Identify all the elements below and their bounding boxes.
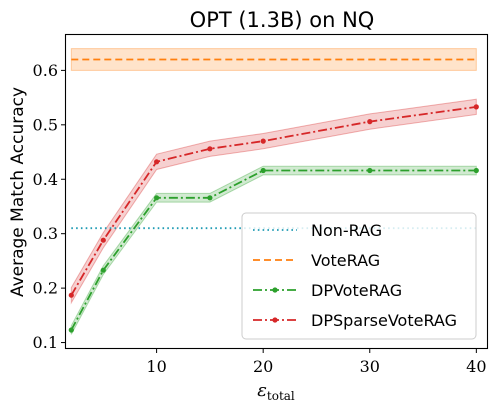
y-tick-label: 0.3 — [33, 224, 58, 243]
point-dpvoterag — [260, 167, 266, 174]
point-dpvoterag — [473, 167, 479, 174]
point-dpsparsevoterag — [473, 104, 479, 110]
point-dpvoterag — [367, 167, 373, 174]
point-dpvoterag — [100, 267, 106, 273]
x-tick-label: 40 — [466, 357, 486, 376]
legend-label-dpvoterag: DPVoteRAG — [311, 281, 402, 300]
legend-label-voterag: VoteRAG — [311, 251, 380, 270]
point-dpsparsevoterag — [154, 159, 160, 165]
point-dpvoterag — [68, 327, 74, 333]
y-tick-label: 0.1 — [33, 333, 58, 352]
y-axis-ticks: 0.1 0.2 0.3 0.4 0.5 0.6 — [33, 61, 66, 352]
legend-label-dpsparsevoterag: DPSparseVoteRAG — [311, 311, 457, 330]
series-markers — [68, 104, 479, 333]
y-tick-label: 0.6 — [33, 61, 58, 80]
point-dpsparsevoterag — [207, 146, 213, 152]
point-dpsparsevoterag — [100, 237, 106, 243]
y-tick-label: 0.2 — [33, 279, 58, 298]
point-dpsparsevoterag — [260, 138, 266, 144]
x-axis-label-subscript: total — [267, 389, 295, 403]
legend: Non-RAG VoteRAG DPVoteRAG DPSparseVoteRAG — [241, 212, 477, 340]
x-axis-ticks: 10 20 30 40 — [146, 348, 487, 376]
x-tick-label: 20 — [253, 357, 273, 376]
x-axis-label-symbol: ε — [257, 380, 267, 401]
plot-frame — [64, 33, 489, 350]
y-tick-label: 0.4 — [33, 170, 58, 189]
point-dpvoterag — [207, 195, 213, 201]
legend-marker-dpvoterag — [272, 287, 278, 293]
band-dpvoterag — [70, 165, 477, 335]
x-tick-label: 10 — [146, 357, 166, 376]
x-axis-label: εtotal — [257, 380, 295, 403]
legend-label-non-rag: Non-RAG — [311, 221, 382, 240]
point-dpvoterag — [154, 195, 160, 201]
y-tick-label: 0.5 — [33, 115, 58, 134]
legend-box — [241, 212, 477, 340]
legend-marker-dpsparsevoterag — [272, 317, 278, 323]
y-axis-label: Average Match Accuracy — [8, 87, 28, 297]
x-tick-label: 30 — [360, 357, 380, 376]
point-dpsparsevoterag — [367, 119, 373, 125]
chart-title: OPT (1.3B) on NQ — [190, 8, 375, 32]
point-dpsparsevoterag — [68, 292, 74, 298]
